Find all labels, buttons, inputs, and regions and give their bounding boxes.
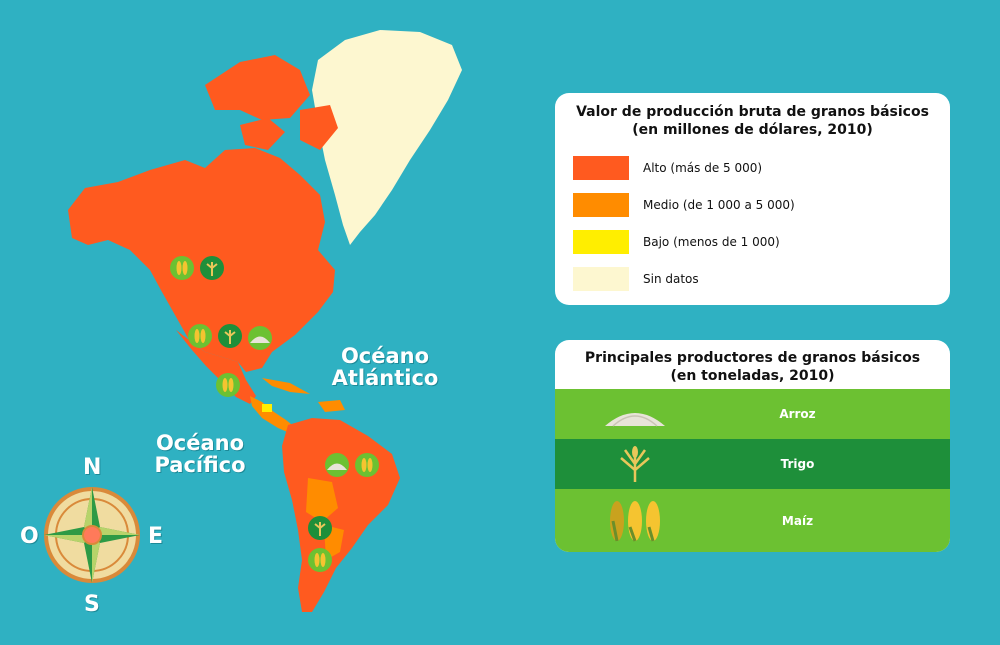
pacific-line1: Océano — [155, 431, 245, 455]
rice-pile-icon — [248, 326, 272, 350]
corn-icon — [355, 453, 379, 477]
caribbean — [262, 378, 310, 394]
legend-label-medium: Medio (de 1 000 a 5 000) — [643, 197, 795, 212]
legend-item-high: Alto (más de 5 000) — [573, 149, 932, 186]
compass-rose — [44, 487, 140, 583]
legend-item-no-data: Sin datos — [573, 260, 932, 297]
producer-label-corn: Maíz — [781, 513, 814, 528]
arctic-island-2 — [240, 118, 285, 150]
legend-value-title-line2: (en millones de dólares, 2010) — [632, 122, 873, 138]
legend-item-medium: Medio (de 1 000 a 5 000) — [573, 186, 932, 223]
atlantic-ocean-label: Océano Atlántico — [330, 345, 440, 389]
production-value-legend: Valor de producción bruta de granos bási… — [555, 93, 950, 305]
compass-east: E — [148, 524, 164, 549]
legend-label-no-data: Sin datos — [643, 271, 699, 286]
pacific-line2: Pacífico — [154, 453, 246, 477]
swatch-low — [573, 229, 629, 254]
corn-icon — [555, 497, 715, 545]
wheat-icon — [218, 324, 242, 348]
atlantic-line1: Océano — [340, 344, 430, 368]
south-america-medium — [306, 478, 338, 522]
producer-label-rice: Arroz — [779, 407, 816, 421]
compass-north: N — [83, 455, 102, 480]
legend-value-title-line1: Valor de producción bruta de granos bási… — [576, 104, 929, 120]
caribbean-east — [318, 400, 345, 412]
rice-pile-icon — [555, 400, 715, 428]
swatch-no-data — [573, 266, 629, 291]
central-america — [250, 396, 296, 434]
legend-label-high: Alto (más de 5 000) — [643, 160, 763, 175]
wheat-icon — [200, 256, 224, 280]
greenland — [312, 30, 462, 245]
pacific-ocean-label: Océano Pacífico — [150, 432, 250, 476]
arctic-islands — [205, 55, 310, 120]
south-america — [282, 418, 400, 612]
central-america-low — [262, 404, 272, 412]
legend-producers-title-line1: Principales productores de granos básico… — [584, 350, 921, 366]
legend-producers-title: Principales productores de granos básico… — [555, 340, 950, 389]
compass-south: S — [84, 592, 100, 617]
legend-producers-title-line2: (en toneladas, 2010) — [670, 368, 835, 384]
producer-row-wheat: Trigo — [555, 439, 950, 489]
rice-pile-icon — [325, 453, 349, 477]
arctic-island-3 — [300, 105, 338, 150]
corn-icon — [188, 324, 212, 348]
wheat-icon — [308, 516, 332, 540]
compass-west: O — [20, 524, 39, 549]
legend-item-low: Bajo (menos de 1 000) — [573, 223, 932, 260]
legend-value-title: Valor de producción bruta de granos bási… — [573, 103, 932, 139]
atlantic-line2: Atlántico — [331, 366, 439, 390]
corn-icon — [308, 548, 332, 572]
swatch-high — [573, 155, 629, 180]
producer-label-wheat: Trigo — [780, 457, 815, 471]
swatch-medium — [573, 192, 629, 217]
corn-icon — [216, 373, 240, 397]
producer-row-corn: Maíz — [555, 489, 950, 552]
legend-label-low: Bajo (menos de 1 000) — [643, 234, 780, 249]
main-producers-legend: Principales productores de granos básico… — [555, 340, 950, 552]
wheat-icon — [555, 444, 715, 484]
producer-row-rice: Arroz — [555, 389, 950, 439]
corn-icon — [170, 256, 194, 280]
north-america — [68, 148, 335, 372]
